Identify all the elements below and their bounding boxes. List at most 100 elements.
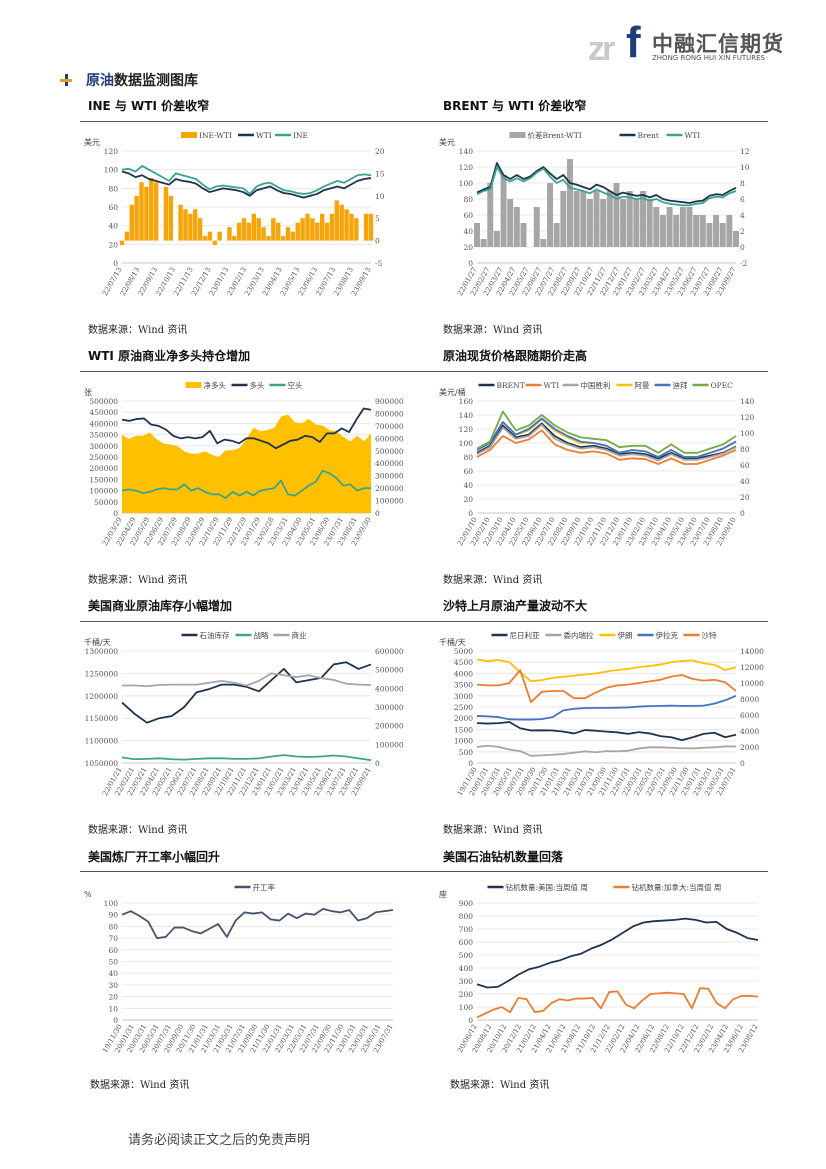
chart-1: 美元 0 20 40 60 80 100 120 -5 0 5 10 15 20 22/07/13 22/08… [80,125,405,315]
bar [480,239,487,247]
line-series [476,423,737,462]
y-tick-label: 80 [463,195,473,204]
legend-label: 开工率 [253,882,276,892]
legend-label: 钻机数量:美国:当周值 周 [506,882,588,892]
legend-label: 钻机数量:加拿大:当周值 周 [632,882,722,892]
y-tick-label: 1100000 [85,737,119,746]
logo-name-cn: 中融汇信期货 [652,32,784,56]
bar [613,183,620,247]
logo-mark-f: f [626,18,641,67]
legend-label: Brent [638,131,659,140]
y-axis-unit: % [84,890,92,899]
bar [693,215,700,247]
legend-label: 空头 [288,380,303,390]
bar [227,227,232,241]
bar [183,209,188,241]
bar [144,186,149,241]
legend-label: 伊朗 [618,630,633,640]
line-series [476,417,737,458]
y2-tick-label: 700000 [375,422,404,431]
bar [626,191,633,247]
y2-tick-label: 6000 [740,711,759,720]
chart-svg: 美元/桶 0 20 40 60 80 100 120 140 160 0 20 40 60 80 100 120… [439,380,755,547]
bar [290,231,296,241]
bar [659,215,666,247]
y2-tick-label: 12 [740,147,750,156]
bar [129,204,134,241]
bar [280,236,286,241]
bar [666,207,673,247]
bar [202,236,208,241]
y-tick-label: 10 [108,1004,118,1013]
legend-label: 商业 [292,630,307,640]
bar [533,207,540,247]
bar [520,223,527,247]
y2-tick-label: 500000 [375,666,404,675]
y-tick-label: 80 [463,453,473,462]
y-tick-label: 0 [468,759,473,768]
y-tick-label: 0 [468,509,473,518]
bar [193,209,198,241]
y2-tick-label: 20 [740,493,750,502]
line-series [476,669,737,704]
y-tick-label: 100 [104,899,119,908]
bar [699,215,706,247]
bar [600,199,607,247]
y-tick-label: 200000 [89,464,118,473]
source-note: 数据来源：Wind 资讯 [90,1080,190,1091]
y2-tick-label: -2 [740,259,748,268]
y-tick-label: 350000 [89,431,118,440]
legend-label: 伊拉克 [656,630,679,640]
bar [679,207,686,247]
legend-label: 价差Brent-WTI [528,130,582,140]
line-series [121,170,372,199]
y2-tick-label: 8 [740,179,745,188]
bar [276,222,281,241]
y-tick-label: 60 [108,203,118,212]
legend-label: 中国胜利 [581,380,611,390]
y-tick-label: 100 [459,1003,474,1012]
y-tick-label: 40 [108,969,118,978]
bar [124,231,130,241]
panel-title: 原油现货价格跟随期价走高 [443,349,588,363]
chart-svg: 座010020030040050060070080090020/06/1220/… [439,882,760,1054]
bar [726,215,733,247]
legend-label: 多头 [250,380,265,390]
y-tick-label: 800 [459,912,474,921]
bar [188,213,193,241]
y-tick-label: 4500 [454,658,473,667]
chart-4: 美元/桶 0 20 40 60 80 100 120 140 160 0 20 40 60 80 100 120… [435,375,770,565]
y2-tick-label: 600000 [375,647,404,656]
source-note: 数据来源：Wind 资讯 [88,325,188,336]
y-tick-label: 400000 [89,419,118,428]
y2-tick-label: 0 [740,243,745,252]
bar [566,159,573,247]
section-bullet-icon [60,74,72,86]
legend-label: 委内瑞拉 [564,630,594,640]
y2-tick-label: 15 [375,169,385,178]
y2-tick-label: 500000 [375,447,404,456]
panel-title: 美国商业原油库存小幅增加 [88,599,233,613]
y-tick-label: 60 [463,467,473,476]
legend-label: BRENT [497,381,525,390]
y-tick-label: 1200000 [85,692,119,701]
y-tick-label: 70 [108,934,118,943]
bar [540,239,547,247]
legend-label: WTI [544,381,560,390]
bar [606,191,613,247]
y2-tick-label: 5 [375,214,380,223]
y2-tick-label: 300000 [375,703,404,712]
line-series [121,907,394,939]
bar [134,195,139,241]
y2-tick-label: 2000 [740,743,759,752]
y-tick-label: 600 [459,938,474,947]
line-series [476,694,737,721]
chart-svg: 美元020406080100120-50510152022/07/1322/08… [84,131,385,297]
bar [513,207,520,247]
chart-7: % 0 10 20 30 40 50 60 70 80 90 100 19/11/30 20/01/31 2… [80,877,405,1072]
bar [586,199,593,247]
line-series [122,672,372,687]
panel-divider [80,621,768,622]
bar [271,218,276,241]
panel-title: BRENT 与 WTI 价差收窄 [443,99,587,113]
